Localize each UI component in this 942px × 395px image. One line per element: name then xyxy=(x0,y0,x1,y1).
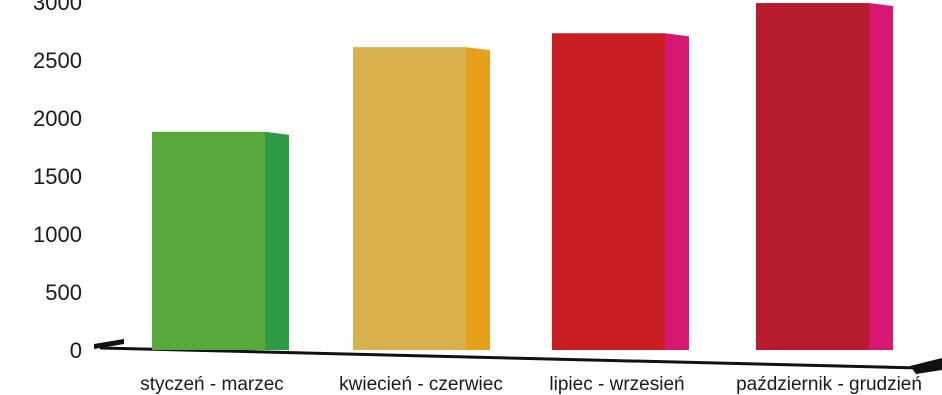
x-tick-label: styczeń - marzec xyxy=(140,374,284,395)
x-tick-label: lipiec - wrzesień xyxy=(549,374,684,395)
x-axis xyxy=(94,339,942,374)
y-axis-ticks: 0 500 1000 1500 2000 2500 3000 xyxy=(33,0,82,363)
y-tick-label: 2000 xyxy=(33,106,82,131)
x-tick-label: kwiecień - czerwiec xyxy=(339,374,503,395)
bar xyxy=(756,3,893,350)
bar-front xyxy=(152,131,265,350)
axis-left-cap xyxy=(94,339,124,349)
y-tick-label: 3000 xyxy=(33,0,82,15)
bar-side xyxy=(869,3,893,350)
bar-side xyxy=(665,33,689,350)
bar-side xyxy=(265,131,289,350)
y-tick-label: 1000 xyxy=(33,222,82,247)
bars xyxy=(152,3,893,351)
x-axis-line xyxy=(99,346,921,370)
x-axis-labels: styczeń - marzec kwiecień - czerwiec lipie… xyxy=(140,374,922,395)
y-tick-label: 500 xyxy=(45,280,82,305)
bar-front xyxy=(552,33,665,350)
bar xyxy=(353,47,490,351)
y-tick-label: 1500 xyxy=(33,164,82,189)
x-tick-label: październik - grudzień xyxy=(736,374,922,395)
bar-front xyxy=(353,47,466,351)
bar xyxy=(152,131,289,350)
bar xyxy=(552,33,689,350)
bar-front xyxy=(756,3,869,350)
axis-right-cap xyxy=(910,358,942,374)
bar-side xyxy=(466,47,490,351)
y-tick-label: 0 xyxy=(70,338,82,363)
y-tick-label: 2500 xyxy=(33,48,82,73)
